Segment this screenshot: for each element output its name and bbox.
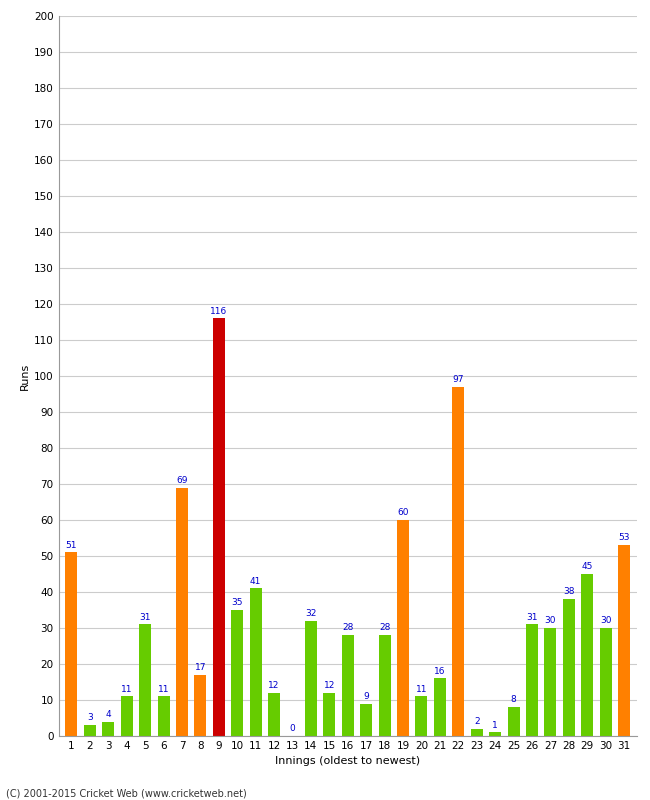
Text: 116: 116 [210,306,228,315]
Text: 31: 31 [526,613,538,622]
Text: 11: 11 [121,685,133,694]
Text: 17: 17 [194,663,206,672]
Text: 12: 12 [324,681,335,690]
Text: 53: 53 [618,534,630,542]
Bar [489,733,501,736]
Text: 2: 2 [474,717,480,726]
Text: 28: 28 [379,623,390,632]
Bar [508,707,519,736]
Text: 3: 3 [87,714,93,722]
Bar [121,696,133,736]
Bar [618,546,630,736]
Text: 30: 30 [545,616,556,625]
Text: (C) 2001-2015 Cricket Web (www.cricketweb.net): (C) 2001-2015 Cricket Web (www.cricketwe… [6,789,247,798]
Bar [323,693,335,736]
Text: 38: 38 [563,587,575,596]
Bar [581,574,593,736]
Text: 8: 8 [511,695,517,704]
Text: 51: 51 [66,541,77,550]
Text: 1: 1 [492,721,498,730]
Text: 30: 30 [600,616,612,625]
Y-axis label: Runs: Runs [20,362,30,390]
Text: 32: 32 [306,609,317,618]
Bar [452,387,464,736]
Bar [194,675,206,736]
Bar [305,621,317,736]
Text: 16: 16 [434,666,446,675]
Bar [397,520,409,736]
Bar [471,729,483,736]
Text: 31: 31 [139,613,151,622]
Text: 60: 60 [397,508,409,517]
Bar [342,635,354,736]
Bar [176,488,188,736]
Bar [360,704,372,736]
X-axis label: Innings (oldest to newest): Innings (oldest to newest) [275,757,421,766]
Bar [139,624,151,736]
Text: 11: 11 [416,685,427,694]
Text: 12: 12 [268,681,280,690]
Text: 0: 0 [290,724,295,733]
Bar [415,696,428,736]
Bar [250,589,261,736]
Bar [213,318,225,736]
Bar [378,635,391,736]
Bar [66,553,77,736]
Bar [434,678,446,736]
Text: 69: 69 [176,476,188,485]
Text: 4: 4 [105,710,111,718]
Text: 35: 35 [231,598,243,607]
Text: 41: 41 [250,577,261,586]
Text: 11: 11 [158,685,169,694]
Bar [157,696,170,736]
Bar [84,726,96,736]
Bar [102,722,114,736]
Text: 28: 28 [342,623,354,632]
Bar [563,599,575,736]
Text: 97: 97 [452,375,464,384]
Bar [231,610,243,736]
Bar [545,628,556,736]
Bar [526,624,538,736]
Bar [600,628,612,736]
Text: 45: 45 [582,562,593,571]
Text: 9: 9 [363,692,369,701]
Bar [268,693,280,736]
